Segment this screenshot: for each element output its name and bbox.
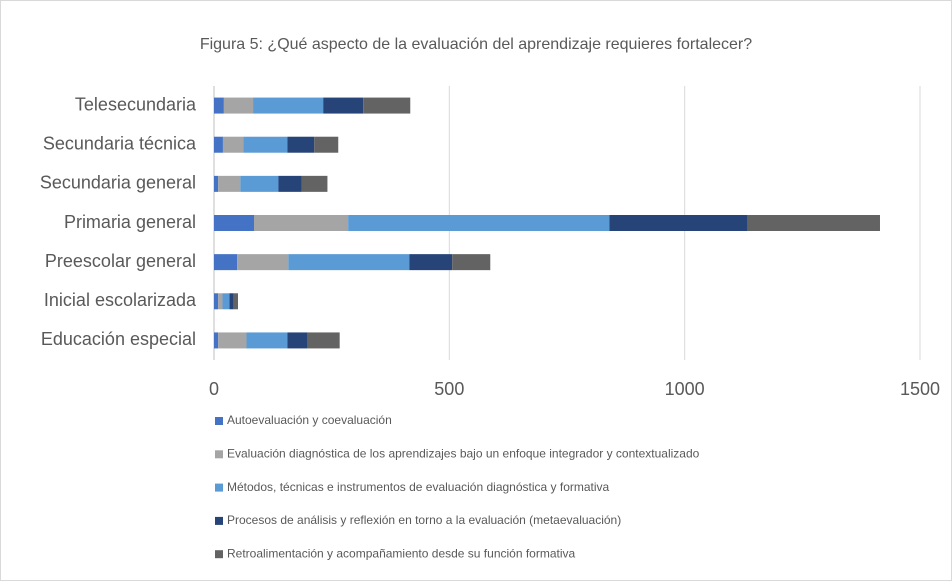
legend-swatch — [215, 550, 223, 559]
legend-label: Métodos, técnicas e instrumentos de eval… — [227, 480, 610, 494]
bar-segment — [214, 97, 224, 114]
bar-segment — [363, 97, 411, 114]
bar-segment — [409, 254, 453, 271]
legend-label: Retroalimentación y acompañamiento desde… — [227, 546, 576, 560]
chart-title: Figura 5: ¿Qué aspecto de la evaluación … — [200, 36, 752, 53]
y-tick-label: Preescolar general — [45, 251, 196, 271]
x-tick-label: 1500 — [900, 379, 940, 399]
bar-segment — [218, 175, 241, 192]
bar-segment — [222, 136, 244, 153]
bar-segment — [609, 215, 748, 231]
y-tick-label: Telesecundaria — [75, 94, 197, 114]
y-tick-label: Primaria general — [64, 212, 196, 232]
bar-segment — [214, 175, 219, 192]
bar-segment — [214, 254, 238, 271]
bar-segment — [323, 97, 364, 114]
y-tick-label: Secundaria general — [40, 173, 196, 193]
bar-segment — [307, 332, 340, 349]
bar-segment — [452, 254, 491, 271]
y-tick-label: Educación especial — [41, 329, 196, 349]
bar-segment — [214, 332, 219, 349]
bar-segment — [229, 293, 234, 310]
bar-segment — [214, 215, 255, 231]
legend-swatch — [215, 483, 223, 492]
bar-segment — [747, 215, 880, 231]
bar-segment — [222, 293, 230, 310]
bar-segment — [233, 293, 239, 310]
bar-segment — [314, 136, 339, 153]
bar-segment — [288, 254, 410, 271]
legend-label: Evaluación diagnóstica de los aprendizaj… — [227, 446, 700, 460]
bar-segment — [223, 97, 254, 114]
bar-segment — [254, 215, 349, 231]
bar-segment — [287, 332, 308, 349]
y-tick-label: Secundaria técnica — [43, 133, 197, 153]
bar-segment — [348, 215, 610, 231]
bar-segment — [218, 293, 223, 310]
bar-segment — [287, 136, 315, 153]
bar-segment — [243, 136, 288, 153]
bar-segment — [240, 175, 279, 192]
bar-segment — [214, 293, 219, 310]
bar-segment — [237, 254, 289, 271]
bar-segment — [214, 136, 223, 153]
bar-segment — [246, 332, 288, 349]
bar-segment — [253, 97, 324, 114]
y-tick-label: Inicial escolarizada — [44, 290, 197, 310]
legend-swatch — [215, 450, 223, 459]
legend-swatch — [215, 516, 223, 525]
bar-segment — [301, 175, 328, 192]
bar-segment — [278, 175, 302, 192]
legend-label: Procesos de análisis y reflexión en torn… — [227, 513, 621, 527]
x-tick-label: 1000 — [665, 379, 705, 399]
x-tick-label: 0 — [209, 379, 219, 399]
x-tick-label: 500 — [434, 379, 464, 399]
legend-swatch — [215, 417, 223, 425]
legend-label: Autoevaluación y coevaluación — [227, 413, 392, 427]
bar-segment — [218, 332, 247, 349]
